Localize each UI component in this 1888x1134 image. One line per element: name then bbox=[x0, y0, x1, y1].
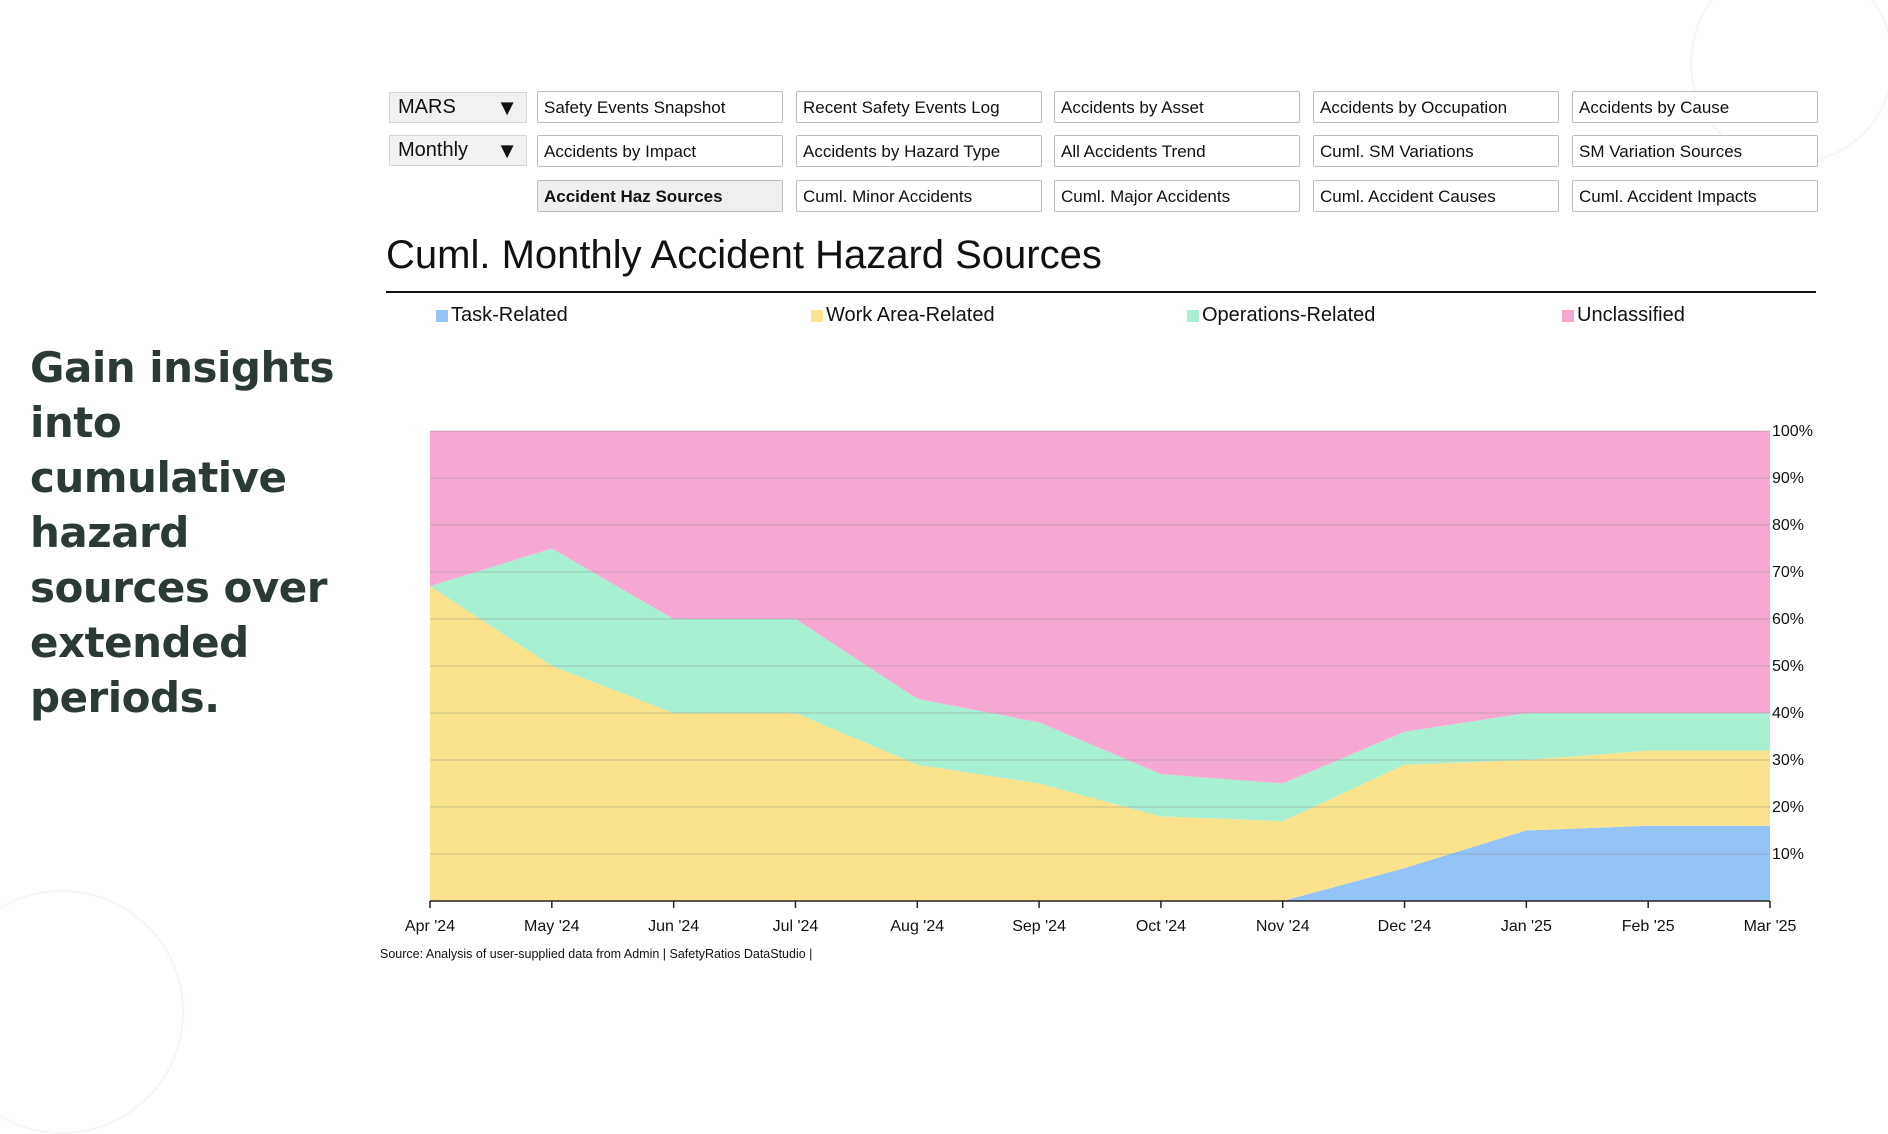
y-tick-label: 20% bbox=[1772, 799, 1804, 816]
x-tick-label: Mar '25 bbox=[1744, 918, 1797, 935]
chevron-down-icon: ▼ bbox=[496, 94, 518, 120]
chart-title: Cuml. Monthly Accident Hazard Sources bbox=[386, 233, 1102, 277]
y-tick-label: 30% bbox=[1772, 752, 1804, 769]
chevron-down-icon: ▼ bbox=[496, 137, 518, 163]
x-tick-label: Aug '24 bbox=[890, 918, 944, 935]
x-tick-label: Feb '25 bbox=[1622, 918, 1675, 935]
nav-safety-events-snapshot[interactable]: Safety Events Snapshot bbox=[537, 91, 783, 123]
x-tick-label: Sep '24 bbox=[1012, 918, 1066, 935]
y-tick-label: 100% bbox=[1772, 423, 1813, 440]
y-tick-label: 80% bbox=[1772, 517, 1804, 534]
nav-accidents-by-hazard-type[interactable]: Accidents by Hazard Type bbox=[796, 135, 1042, 167]
y-tick-label: 60% bbox=[1772, 611, 1804, 628]
area-unclassified bbox=[430, 431, 1770, 784]
nav-accidents-by-cause[interactable]: Accidents by Cause bbox=[1572, 91, 1818, 123]
legend-swatch bbox=[1562, 309, 1574, 322]
x-tick-label: Oct '24 bbox=[1136, 918, 1186, 935]
legend-item-task-related: Task-Related bbox=[436, 304, 568, 327]
period-select[interactable]: Monthly ▼ bbox=[389, 135, 527, 166]
legend-label: Unclassified bbox=[1577, 304, 1685, 326]
source-note: Source: Analysis of user-supplied data f… bbox=[380, 947, 813, 961]
legend-label: Work Area-Related bbox=[826, 304, 995, 326]
nav-cuml-sm-variations[interactable]: Cuml. SM Variations bbox=[1313, 135, 1559, 167]
y-tick-label: 10% bbox=[1772, 846, 1804, 863]
period-select-value: Monthly bbox=[398, 139, 469, 161]
y-tick-label: 90% bbox=[1772, 470, 1804, 487]
y-tick-label: 50% bbox=[1772, 658, 1804, 675]
x-tick-label: Jan '25 bbox=[1501, 918, 1552, 935]
y-tick-label: 40% bbox=[1772, 705, 1804, 722]
legend-item-work-area-related: Work Area-Related bbox=[811, 304, 995, 327]
x-tick-label: Jun '24 bbox=[648, 918, 699, 935]
nav-accidents-by-occupation[interactable]: Accidents by Occupation bbox=[1313, 91, 1559, 123]
area-task-related bbox=[430, 825, 1770, 901]
legend-item-operations-related: Operations-Related bbox=[1187, 304, 1375, 327]
nav-sm-variation-sources[interactable]: SM Variation Sources bbox=[1572, 135, 1818, 167]
area-operations-related bbox=[430, 548, 1770, 822]
nav-accident-haz-sources[interactable]: Accident Haz Sources bbox=[537, 180, 783, 212]
nav-cuml-accident-impacts[interactable]: Cuml. Accident Impacts bbox=[1572, 180, 1818, 212]
x-tick-label: May '24 bbox=[524, 918, 580, 935]
x-tick-label: Jul '24 bbox=[773, 918, 819, 935]
x-tick-label: Apr '24 bbox=[405, 918, 455, 935]
title-divider bbox=[386, 291, 1816, 293]
legend-label: Operations-Related bbox=[1202, 304, 1376, 326]
nav-cuml-major-accidents[interactable]: Cuml. Major Accidents bbox=[1054, 180, 1300, 212]
site-select-value: MARS bbox=[398, 96, 456, 118]
stacked-area-chart: 10% 20% 30% 40% 50% 60% 70% 80% 90% 100% Apr '24 Ma… bbox=[405, 423, 1813, 935]
legend-label: Task-Related bbox=[451, 304, 568, 326]
nav-recent-safety-events-log[interactable]: Recent Safety Events Log bbox=[796, 91, 1042, 123]
x-tick-label: Dec '24 bbox=[1378, 918, 1432, 935]
area-work-area-related bbox=[430, 586, 1770, 901]
site-select[interactable]: MARS ▼ bbox=[389, 92, 527, 123]
legend-item-unclassified: Unclassified bbox=[1562, 304, 1685, 327]
legend-swatch bbox=[811, 309, 823, 322]
legend-swatch bbox=[436, 309, 448, 322]
x-tick-label: Nov '24 bbox=[1256, 918, 1310, 935]
y-tick-label: 70% bbox=[1772, 564, 1804, 581]
legend-swatch bbox=[1187, 309, 1199, 322]
nav-cuml-minor-accidents[interactable]: Cuml. Minor Accidents bbox=[796, 180, 1042, 212]
nav-cuml-accident-causes[interactable]: Cuml. Accident Causes bbox=[1313, 180, 1559, 212]
nav-accidents-by-impact[interactable]: Accidents by Impact bbox=[537, 135, 783, 167]
nav-all-accidents-trend[interactable]: All Accidents Trend bbox=[1054, 135, 1300, 167]
nav-accidents-by-asset[interactable]: Accidents by Asset bbox=[1054, 91, 1300, 123]
tagline: Gain insights into cumulative hazard sou… bbox=[30, 343, 334, 722]
